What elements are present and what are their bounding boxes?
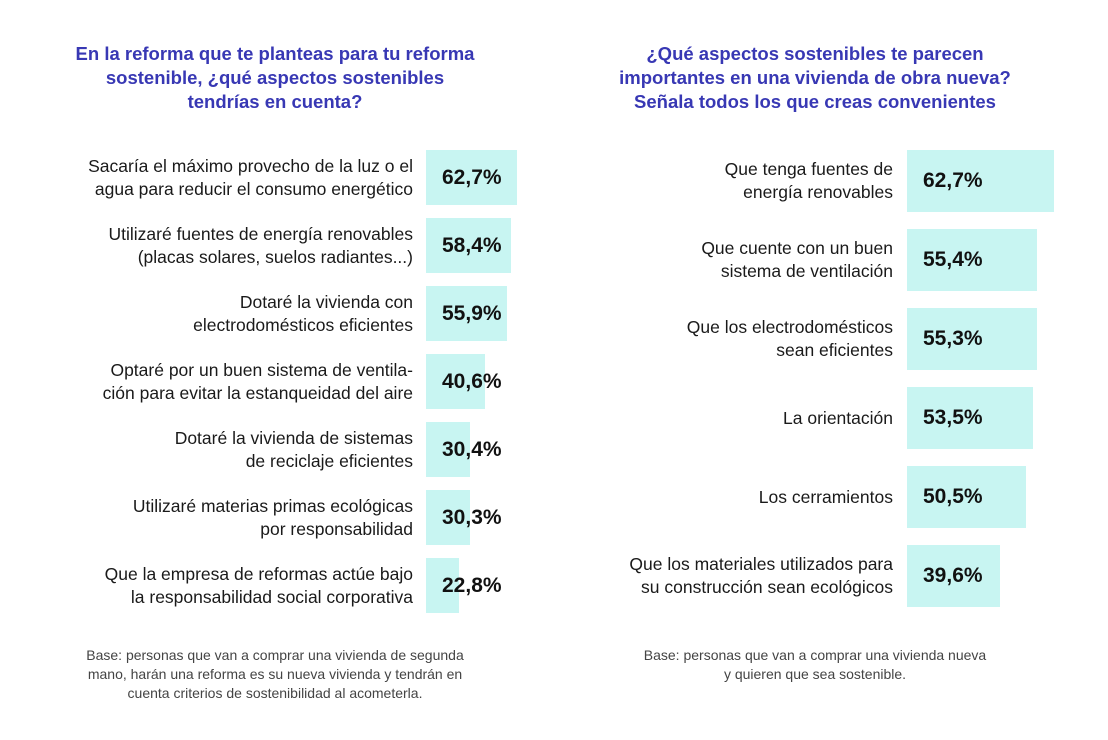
category-label: Dotaré la vivienda de sistemas de recicl… [174, 427, 413, 471]
bar [426, 218, 511, 273]
bar [907, 150, 1055, 212]
bar [426, 354, 485, 409]
category-label: Que los materiales utilizados para su co… [629, 554, 893, 597]
category-label: Que los electrodomésticos sean eficiente… [686, 317, 893, 360]
bar [426, 422, 471, 477]
value-label: 53,5% [923, 406, 983, 429]
category-label: Utilizaré materias primas ecológicas por… [132, 495, 413, 539]
category-label: Dotaré la vivienda con electrodomésticos… [193, 291, 413, 335]
value-label: 58,4% [442, 233, 502, 257]
bar [907, 308, 1037, 370]
bar [907, 387, 1033, 449]
right-chart-note: Base: personas que van a comprar una viv… [643, 647, 987, 682]
bar [426, 490, 470, 545]
bar [907, 545, 1001, 607]
left-chart-title: En la reforma que te planteas para tu re… [75, 43, 475, 112]
value-label: 62,7% [442, 165, 502, 189]
category-label: Utilizaré fuentes de energía renovables … [108, 223, 414, 267]
category-label: Optaré por un buen sistema de ventila- c… [102, 359, 413, 403]
value-label: 55,3% [923, 327, 983, 350]
category-label: Que cuente con un buen sistema de ventil… [701, 238, 893, 281]
value-label: 39,6% [923, 564, 983, 587]
value-label: 55,9% [442, 301, 502, 325]
value-label: 30,3% [442, 505, 502, 529]
value-label: 22,8% [442, 573, 502, 597]
left-chart-note: Base: personas que van a comprar una viv… [86, 647, 464, 701]
bar [426, 558, 460, 613]
category-label: Que la empresa de reformas actúe bajo la… [104, 563, 413, 607]
category-label: La orientación [783, 407, 893, 428]
value-label: 55,4% [923, 248, 983, 271]
value-label: 62,7% [923, 169, 983, 192]
category-label: Que tenga fuentes de energía renovables [724, 159, 893, 202]
value-label: 50,5% [923, 485, 983, 508]
bar [426, 150, 517, 205]
bar [426, 286, 508, 341]
bar [907, 229, 1038, 291]
value-label: 30,4% [442, 437, 502, 461]
right-chart-title: ¿Qué aspectos sostenibles te parecen imp… [619, 43, 1011, 112]
category-label: Los cerramientos [758, 486, 893, 507]
category-label: Sacaría el máximo provecho de la luz o e… [88, 155, 413, 199]
value-label: 40,6% [442, 369, 502, 393]
bar [907, 466, 1026, 528]
